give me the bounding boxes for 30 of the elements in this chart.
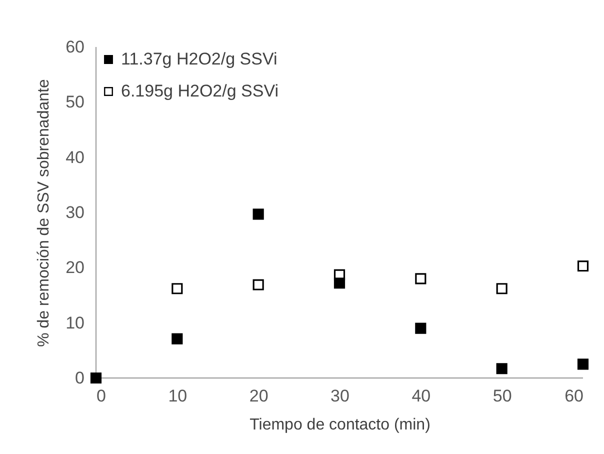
point (172, 283, 183, 294)
x-tick-label: 50 (492, 386, 512, 406)
x-tick-label: 30 (330, 386, 350, 406)
point (496, 283, 508, 294)
legend-label: 6.195g H2O2/g SSVi (121, 82, 279, 100)
point (172, 333, 183, 344)
point (90, 372, 102, 384)
x-tick-label: 40 (412, 386, 431, 406)
x-axis-title: Tiempo de contacto (min) (250, 416, 430, 434)
point (577, 358, 589, 370)
x-tick-label: 0 (96, 386, 106, 406)
x-tick-label: 60 (564, 386, 584, 406)
y-tick-label: 20 (66, 258, 84, 278)
point (252, 208, 264, 220)
x-tick-label: 20 (249, 386, 268, 406)
point (415, 273, 426, 284)
point (334, 278, 346, 289)
point (252, 279, 264, 290)
y-tick-label: 40 (66, 148, 84, 167)
y-tick-label: 30 (66, 203, 84, 222)
point (496, 363, 508, 374)
y-tick-label: 0 (75, 368, 84, 388)
point (577, 260, 589, 272)
x-tick-label: 10 (168, 386, 188, 406)
y-axis-title: % de remoción de SSV sobrenadante (36, 79, 53, 347)
legend-label: 11.37g H2O2/g SSVi (121, 50, 278, 68)
point (415, 322, 426, 334)
y-tick-label: 60 (66, 38, 84, 56)
y-tick-label: 10 (66, 313, 84, 332)
y-tick-label: 50 (66, 92, 84, 112)
